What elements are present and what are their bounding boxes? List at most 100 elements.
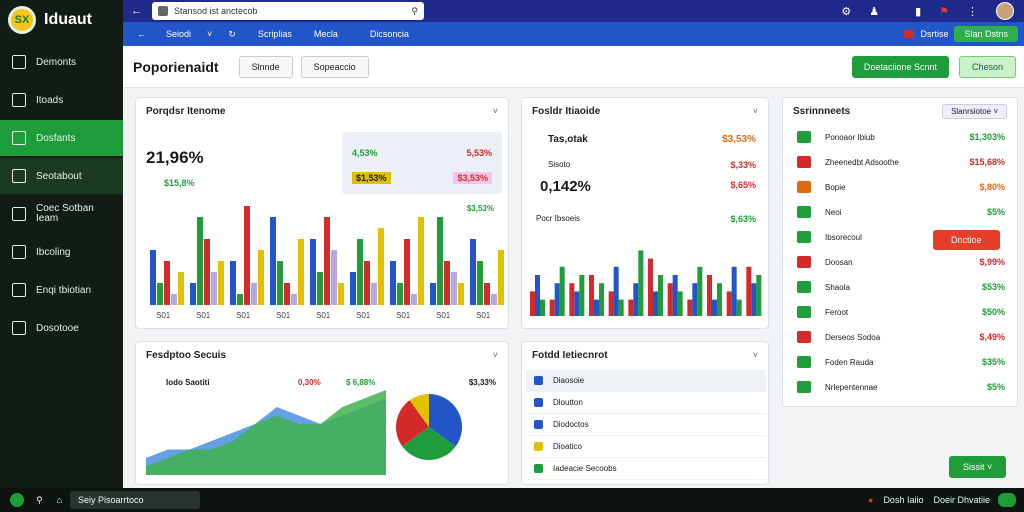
chevron-down-icon[interactable]: ˅: [492, 350, 498, 360]
legend-box: 4,53% $1,53% 5,53% $3,53%: [342, 132, 502, 194]
nav-item-1[interactable]: Scriplias: [257, 29, 292, 39]
period-selector[interactable]: Slanrsiotoe ˅: [942, 104, 1007, 119]
bar: [350, 272, 356, 305]
header-button-1[interactable]: Slnnde: [238, 55, 293, 78]
search-input[interactable]: Stansod ist anctecob ⚲: [152, 2, 424, 20]
summary-row[interactable]: Feroot $50%: [783, 301, 1019, 323]
fab-button[interactable]: Sissit ˅: [949, 456, 1007, 478]
home-icon[interactable]: ⌂: [56, 495, 63, 505]
row-value: $53%: [981, 282, 1005, 292]
summary-row[interactable]: Nrlepentennae $5%: [783, 376, 1019, 398]
pie-slice: [409, 394, 429, 427]
card-summary: Ssrinnneets Slanrsiotoe ˅ Ponoaor Ibiub $…: [782, 97, 1018, 407]
sidebar-item-4[interactable]: Coec Sotban Ieam: [0, 196, 123, 232]
summary-row[interactable]: Neoi $5%: [783, 201, 1019, 223]
window-icon: [12, 207, 26, 221]
search-icon[interactable]: ⚲: [36, 494, 43, 505]
bar: [569, 283, 575, 316]
back-icon[interactable]: ←: [131, 5, 142, 17]
summary-row[interactable]: Zheenedbt Adsoothe $15,68%: [783, 151, 1019, 173]
bar-chart-forecast: [530, 250, 762, 316]
secondary-button[interactable]: Cheson: [958, 55, 1016, 78]
list-item[interactable]: Iadeacie Secoobs: [526, 458, 766, 480]
summary-row[interactable]: Ibsorecoul: [783, 226, 1019, 248]
sidebar-item-5[interactable]: Ibcoling: [0, 234, 123, 270]
bar: [540, 299, 545, 316]
sidebar-item-7[interactable]: Dosotooe: [0, 310, 123, 346]
item-dot: [534, 420, 543, 429]
page-header: Poporienaidt Slnnde Sopeaccio Doetaciion…: [123, 46, 1024, 88]
sidebar-item-0[interactable]: Demonts: [0, 44, 123, 80]
bar: [574, 291, 580, 316]
refresh-icon[interactable]: ↻: [228, 28, 236, 39]
sidebar-item-2[interactable]: Dosfants: [0, 120, 123, 156]
summary-row[interactable]: Ponoaor Ibiub $1,303%: [783, 126, 1019, 148]
nav-item-0[interactable]: Seiodi: [166, 29, 192, 39]
list-item[interactable]: Diaosoie: [526, 370, 766, 392]
bar: [491, 294, 497, 305]
nav-item-3[interactable]: Dicsoncia: [369, 29, 409, 39]
row-icon: [797, 281, 811, 293]
bar: [746, 266, 752, 316]
bar: [218, 261, 224, 305]
area-val1: 0,30%: [298, 378, 321, 387]
search-icon[interactable]: ⚲: [411, 5, 418, 16]
bar: [736, 299, 742, 316]
chart-icon: [12, 245, 26, 259]
item-label: Diaosoie: [553, 376, 585, 385]
sidebar-item-6[interactable]: Enqi tbiotian: [0, 272, 123, 308]
pie-slice: [429, 394, 462, 447]
legend-b: $1,53%: [352, 172, 391, 184]
summary-row[interactable]: Foden Rauda $35%: [783, 351, 1019, 373]
summary-row[interactable]: Doosan $,99%: [783, 251, 1019, 273]
start-icon[interactable]: [10, 493, 24, 507]
summary-row[interactable]: Shaola $53%: [783, 276, 1019, 298]
settings-icon[interactable]: ⚙: [841, 5, 852, 18]
chevron-down-icon[interactable]: ˅: [752, 350, 758, 360]
row-value: $,99%: [979, 257, 1005, 267]
bar: [653, 291, 658, 316]
primary-button[interactable]: Doetaciione Scnnt: [851, 55, 949, 78]
list-item[interactable]: Dloutton: [526, 392, 766, 414]
bar: [633, 283, 639, 316]
area-tag: Iodo Saotiti: [166, 378, 210, 387]
tray-icon[interactable]: [998, 493, 1016, 507]
summary-row[interactable]: Derseos Sodoa $,49%: [783, 326, 1019, 348]
notification-icon[interactable]: ▮: [915, 5, 922, 18]
menu-icon[interactable]: ⋮: [967, 5, 978, 18]
bar: [579, 275, 585, 316]
back-arrow-icon[interactable]: ←: [137, 29, 146, 39]
summary-row[interactable]: Bopie $,80%: [783, 176, 1019, 198]
pie-chart: [396, 394, 462, 460]
chevron-down-icon[interactable]: ˅: [492, 106, 498, 116]
bar: [251, 283, 257, 305]
flag-icon[interactable]: ⚑: [939, 5, 949, 18]
list-item[interactable]: Dioatico: [526, 436, 766, 458]
chevron-down-icon[interactable]: ˅: [752, 106, 758, 116]
list-item[interactable]: Diodoctos: [526, 414, 766, 436]
action-button[interactable]: Dnctioe: [933, 230, 1000, 250]
taskbar-search-value: Seiy Pisoarrtoco: [78, 495, 144, 505]
bar: [658, 275, 663, 316]
sidebar-item-3[interactable]: Seotabout: [0, 158, 123, 194]
bar: [726, 291, 732, 316]
avatar[interactable]: [996, 2, 1014, 20]
bar: [190, 283, 196, 305]
bar: [530, 291, 535, 316]
row-value: $50%: [981, 307, 1005, 317]
item-label: Iadeacie Secoobs: [553, 464, 617, 473]
row-icon: [797, 131, 811, 143]
header-button-2[interactable]: Sopeaccio: [300, 55, 369, 78]
sidebar-item-1[interactable]: Itoads: [0, 82, 123, 118]
bar: [411, 294, 417, 305]
row-name: Zheenedbt Adsoothe: [825, 157, 899, 167]
taskbar-search[interactable]: Seiy Pisoarrtoco: [70, 491, 201, 509]
area-legend: $3,33%: [468, 378, 496, 387]
nav-flag-label[interactable]: Dsrtise: [920, 29, 949, 39]
nav-item-2[interactable]: Mecla: [313, 29, 338, 39]
app-logo[interactable]: SX Iduaut: [0, 0, 123, 40]
chevron-down-icon[interactable]: ˅: [207, 29, 213, 39]
tick-label: S01: [396, 311, 411, 320]
user-icon[interactable]: ♟: [869, 5, 880, 18]
nav-cta-button[interactable]: Slan Dstns: [954, 26, 1018, 42]
